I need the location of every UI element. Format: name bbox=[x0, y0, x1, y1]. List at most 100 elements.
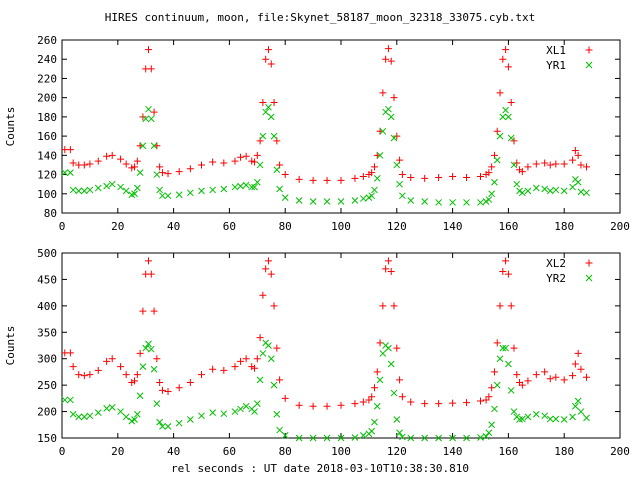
data-point-xl2 bbox=[295, 401, 303, 409]
y-tick-label: 220 bbox=[37, 72, 57, 85]
data-point-yr2 bbox=[256, 376, 264, 384]
data-point-xl1 bbox=[139, 113, 147, 121]
data-point-yr2 bbox=[541, 412, 549, 420]
data-point-yr2 bbox=[237, 405, 244, 413]
data-point-yr2 bbox=[122, 413, 130, 421]
data-point-yr1 bbox=[61, 169, 69, 176]
y-tick-label: 450 bbox=[37, 273, 57, 286]
data-point-yr1 bbox=[276, 185, 283, 193]
data-point-xl2 bbox=[122, 371, 130, 379]
legend-label-yr2: YR2 bbox=[546, 272, 566, 285]
data-point-xl1 bbox=[156, 163, 164, 171]
data-point-yr2 bbox=[524, 413, 532, 421]
data-point-yr2 bbox=[67, 396, 74, 404]
data-point-yr1 bbox=[251, 183, 258, 191]
data-point-xl1 bbox=[477, 172, 484, 180]
y-tick-label: 100 bbox=[37, 188, 57, 201]
x-tick-label: 100 bbox=[331, 220, 351, 233]
data-point-xl2 bbox=[384, 257, 392, 265]
data-point-yr1 bbox=[502, 106, 509, 114]
data-point-xl2 bbox=[158, 386, 166, 394]
data-point-xl2 bbox=[273, 344, 281, 352]
data-point-xl2 bbox=[281, 394, 289, 402]
data-point-yr2 bbox=[496, 355, 504, 363]
data-point-yr2 bbox=[569, 413, 576, 421]
y-tick-label: 350 bbox=[37, 326, 57, 339]
data-point-yr2 bbox=[485, 429, 493, 437]
data-point-xl2 bbox=[309, 402, 317, 410]
x-tick-label: 60 bbox=[223, 220, 236, 233]
data-point-xl1 bbox=[131, 163, 139, 171]
data-point-yr1 bbox=[351, 197, 359, 204]
data-point-xl2 bbox=[387, 268, 395, 275]
data-point-yr1 bbox=[373, 175, 381, 182]
data-point-yr1 bbox=[94, 184, 102, 192]
y-tick-label: 250 bbox=[37, 379, 57, 392]
data-point-yr1 bbox=[256, 161, 264, 169]
data-point-xl1 bbox=[262, 55, 270, 63]
data-point-yr1 bbox=[323, 198, 331, 205]
legend-marker-yr2 bbox=[585, 274, 593, 282]
data-point-xl1 bbox=[577, 161, 585, 169]
y-tick-label: 200 bbox=[37, 406, 57, 419]
data-point-yr1 bbox=[153, 171, 161, 178]
data-point-xl2 bbox=[80, 372, 88, 380]
data-point-yr2 bbox=[159, 423, 166, 430]
data-point-yr2 bbox=[147, 345, 155, 353]
data-point-yr1 bbox=[136, 169, 144, 176]
data-point-yr2 bbox=[209, 409, 217, 416]
data-point-xl1 bbox=[398, 171, 406, 179]
data-point-yr1 bbox=[150, 142, 158, 150]
data-point-yr2 bbox=[86, 412, 94, 420]
data-point-yr1 bbox=[488, 190, 496, 198]
data-point-yr2 bbox=[323, 434, 331, 442]
data-point-xl1 bbox=[264, 46, 272, 54]
data-point-xl1 bbox=[103, 152, 111, 160]
data-point-xl2 bbox=[153, 355, 161, 363]
data-point-xl2 bbox=[337, 401, 345, 409]
data-point-yr1 bbox=[147, 115, 155, 123]
y-tick-label: 240 bbox=[37, 53, 57, 66]
data-point-yr1 bbox=[496, 132, 504, 140]
data-point-yr1 bbox=[499, 113, 507, 121]
data-point-yr2 bbox=[108, 403, 116, 411]
data-point-xl1 bbox=[463, 173, 471, 181]
data-point-yr1 bbox=[237, 182, 244, 190]
data-point-yr2 bbox=[546, 415, 554, 423]
data-point-xl2 bbox=[571, 360, 579, 368]
data-point-xl2 bbox=[139, 307, 147, 315]
data-point-yr2 bbox=[231, 408, 239, 415]
data-point-yr1 bbox=[142, 115, 150, 123]
data-point-yr2 bbox=[131, 416, 138, 423]
data-point-yr1 bbox=[270, 132, 278, 140]
data-point-xl1 bbox=[186, 165, 194, 173]
y-tick-label: 400 bbox=[37, 300, 57, 313]
legend-label-yr1: YR1 bbox=[546, 59, 566, 72]
data-point-xl1 bbox=[150, 108, 158, 116]
data-point-xl1 bbox=[407, 173, 415, 181]
data-point-xl1 bbox=[242, 152, 250, 160]
data-point-yr1 bbox=[231, 183, 239, 191]
data-point-yr2 bbox=[94, 409, 102, 416]
data-point-yr1 bbox=[485, 196, 493, 203]
data-point-yr2 bbox=[507, 387, 515, 394]
data-point-yr2 bbox=[273, 410, 281, 418]
data-point-yr2 bbox=[156, 418, 164, 426]
data-point-yr2 bbox=[552, 415, 560, 423]
data-point-xl2 bbox=[390, 302, 398, 310]
data-point-yr2 bbox=[69, 410, 77, 418]
data-point-yr1 bbox=[407, 197, 415, 204]
data-point-yr1 bbox=[267, 113, 275, 121]
data-point-yr1 bbox=[371, 186, 378, 194]
data-point-xl2 bbox=[251, 364, 259, 372]
data-point-yr1 bbox=[560, 187, 568, 195]
data-point-yr2 bbox=[103, 405, 110, 412]
data-point-yr2 bbox=[136, 392, 144, 400]
data-point-xl2 bbox=[94, 366, 102, 374]
data-point-yr2 bbox=[145, 340, 152, 348]
data-point-yr2 bbox=[337, 434, 345, 442]
data-point-xl2 bbox=[373, 368, 381, 376]
x-tick-label: 0 bbox=[59, 445, 66, 458]
data-point-yr2 bbox=[560, 416, 568, 423]
data-point-yr2 bbox=[186, 416, 194, 423]
